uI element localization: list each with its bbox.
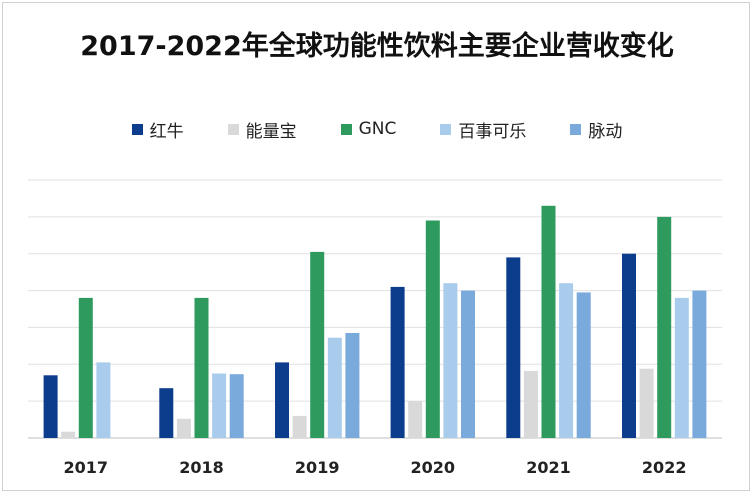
bar bbox=[506, 257, 521, 438]
bar bbox=[425, 220, 440, 438]
bar bbox=[443, 283, 458, 438]
legend-swatch bbox=[440, 123, 452, 135]
legend-item: 脉动 bbox=[570, 117, 622, 142]
bar bbox=[576, 292, 591, 438]
bar bbox=[43, 375, 58, 438]
bar bbox=[345, 333, 360, 438]
legend-swatch bbox=[227, 123, 239, 135]
bar bbox=[408, 401, 423, 438]
legend-item: 能量宝 bbox=[227, 117, 297, 142]
bar bbox=[176, 418, 191, 438]
legend-item: 红牛 bbox=[131, 117, 184, 142]
legend-item: 百事可乐 bbox=[440, 117, 526, 142]
bar bbox=[78, 297, 93, 438]
chart-title: 2017-2022年全球功能性饮料主要企业营收变化 bbox=[80, 31, 674, 62]
bar bbox=[639, 368, 654, 438]
x-tick-label: 2019 bbox=[295, 458, 340, 477]
bar bbox=[657, 216, 672, 438]
bar bbox=[327, 337, 342, 438]
x-tick-label: 2017 bbox=[64, 458, 109, 477]
legend-label: 红牛 bbox=[149, 121, 184, 142]
legend-label: 能量宝 bbox=[245, 121, 297, 142]
x-tick-label: 2022 bbox=[642, 458, 687, 477]
legend-swatch bbox=[570, 123, 582, 135]
x-tick-label: 2018 bbox=[179, 458, 224, 477]
x-tick-label: 2021 bbox=[526, 458, 571, 477]
bar bbox=[390, 286, 405, 438]
bar bbox=[212, 373, 227, 438]
bar bbox=[523, 370, 538, 438]
bar bbox=[61, 431, 76, 438]
bar bbox=[310, 251, 325, 438]
bar bbox=[229, 374, 244, 438]
legend-swatch bbox=[340, 123, 352, 135]
bar bbox=[541, 205, 556, 438]
bar bbox=[275, 362, 289, 438]
legend-label: GNC bbox=[358, 119, 397, 139]
bar bbox=[96, 362, 111, 438]
legend-item: GNC bbox=[340, 119, 397, 139]
bar bbox=[292, 415, 307, 438]
legend-swatch bbox=[131, 123, 143, 135]
bar bbox=[622, 253, 636, 438]
bar bbox=[159, 388, 174, 438]
bar bbox=[692, 290, 707, 438]
bar bbox=[461, 290, 475, 438]
legend-label: 百事可乐 bbox=[458, 121, 527, 142]
bar bbox=[674, 297, 689, 438]
x-tick-label: 2020 bbox=[411, 458, 456, 477]
bar bbox=[559, 283, 574, 438]
chart-legend: 红牛 能量宝 GNC 百事可乐 脉动 bbox=[0, 117, 754, 142]
legend-label: 脉动 bbox=[588, 121, 623, 142]
bar bbox=[194, 297, 209, 438]
